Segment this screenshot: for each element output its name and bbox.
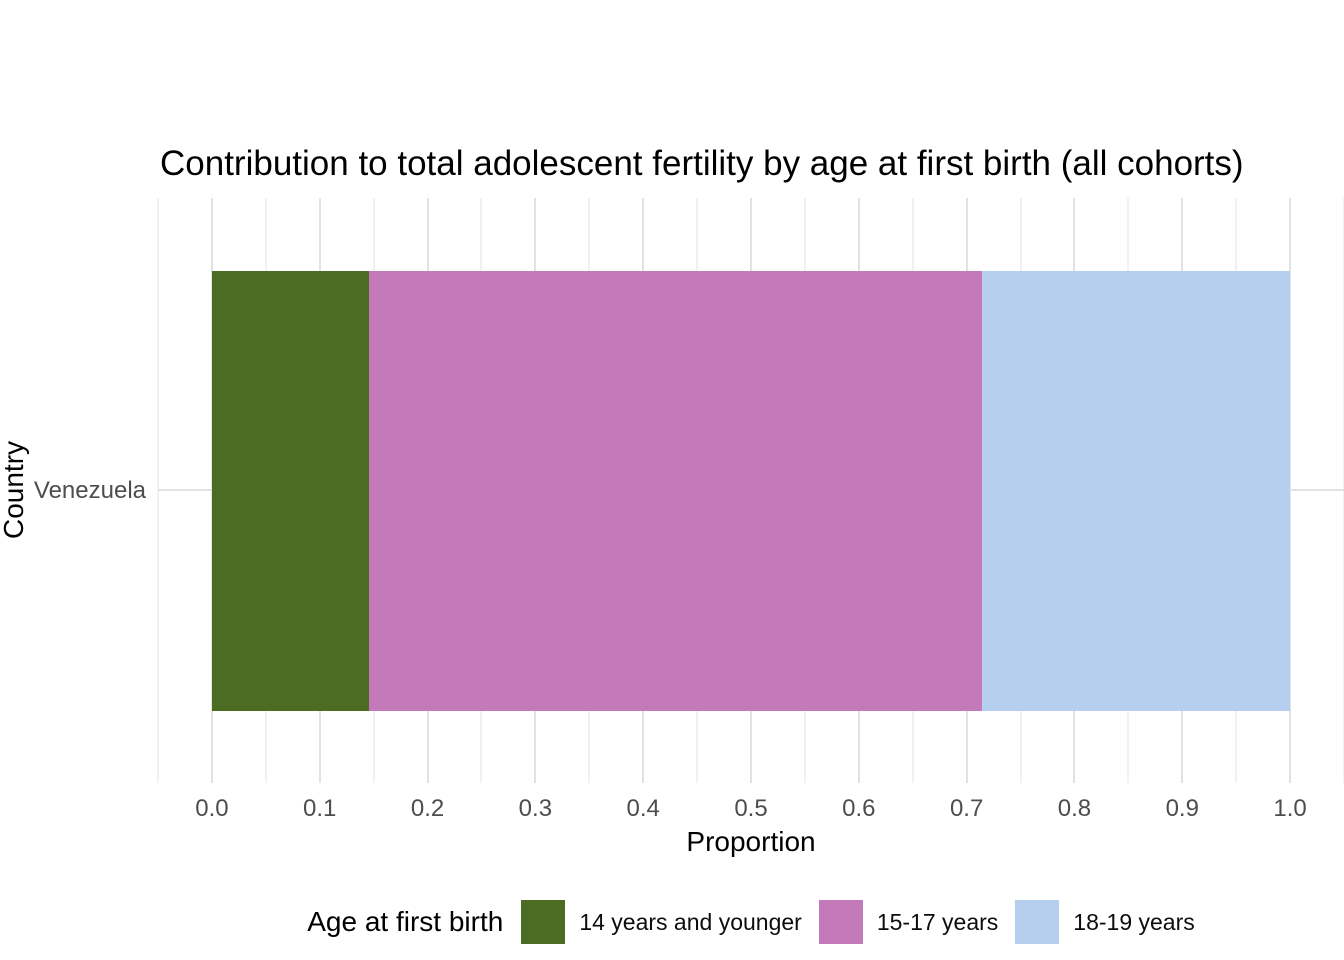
legend-swatch-15-17-years	[818, 900, 863, 944]
x-axis: 0.0 0.1 0.2 0.3 0.4 0.5 0.6 0.7 0.8 0.9 1.0	[158, 796, 1344, 822]
legend-label-14-years-and-younger: 14 years and younger	[579, 908, 802, 935]
x-tick-label-0-7: 0.7	[949, 795, 984, 822]
legend: Age at first birth 14 years and younger 1…	[158, 898, 1344, 946]
x-tick-label-0-6: 0.6	[842, 795, 876, 822]
legend-label-18-19-years: 18-19 years	[1073, 908, 1195, 935]
legend-item-15-17-years: 15-17 years	[818, 900, 999, 944]
legend-swatch-14-years-and-younger	[521, 900, 566, 944]
legend-item-18-19-years: 18-19 years	[1015, 900, 1195, 944]
x-tick-label-0-3: 0.3	[518, 795, 553, 822]
legend-swatch-18-19-years	[1015, 900, 1060, 944]
x-axis-title: Proportion	[686, 826, 816, 857]
bar-segment-14-years-and-younger	[211, 271, 370, 711]
x-tick-label-0-9: 0.9	[1165, 795, 1199, 822]
bar-segment-18-19-years	[981, 271, 1291, 711]
bar-segment-15-17-years	[369, 271, 982, 711]
stacked-bar-venezuela	[211, 271, 1291, 711]
x-tick-label-0-8: 0.8	[1057, 795, 1092, 822]
legend-label-15-17-years: 15-17 years	[876, 908, 999, 935]
legend-item-14-years-and-younger: 14 years and younger	[521, 900, 802, 944]
chart-panel	[157, 198, 1344, 783]
x-tick-label-0-1: 0.1	[303, 795, 337, 822]
x-tick-label-0-5: 0.5	[734, 795, 768, 822]
x-tick-label-1-0: 1.0	[1273, 795, 1307, 822]
plot-title: Contribution to total adolescent fertili…	[160, 144, 1244, 183]
y-axis-title: Country	[0, 440, 29, 540]
legend-title: Age at first birth	[307, 906, 504, 937]
x-tick-label-0-4: 0.4	[626, 795, 660, 822]
x-tick-label-0-2: 0.2	[410, 795, 445, 822]
y-tick-label-venezuela: Venezuela	[33, 477, 146, 504]
x-tick-label-0-0: 0.0	[195, 795, 229, 822]
